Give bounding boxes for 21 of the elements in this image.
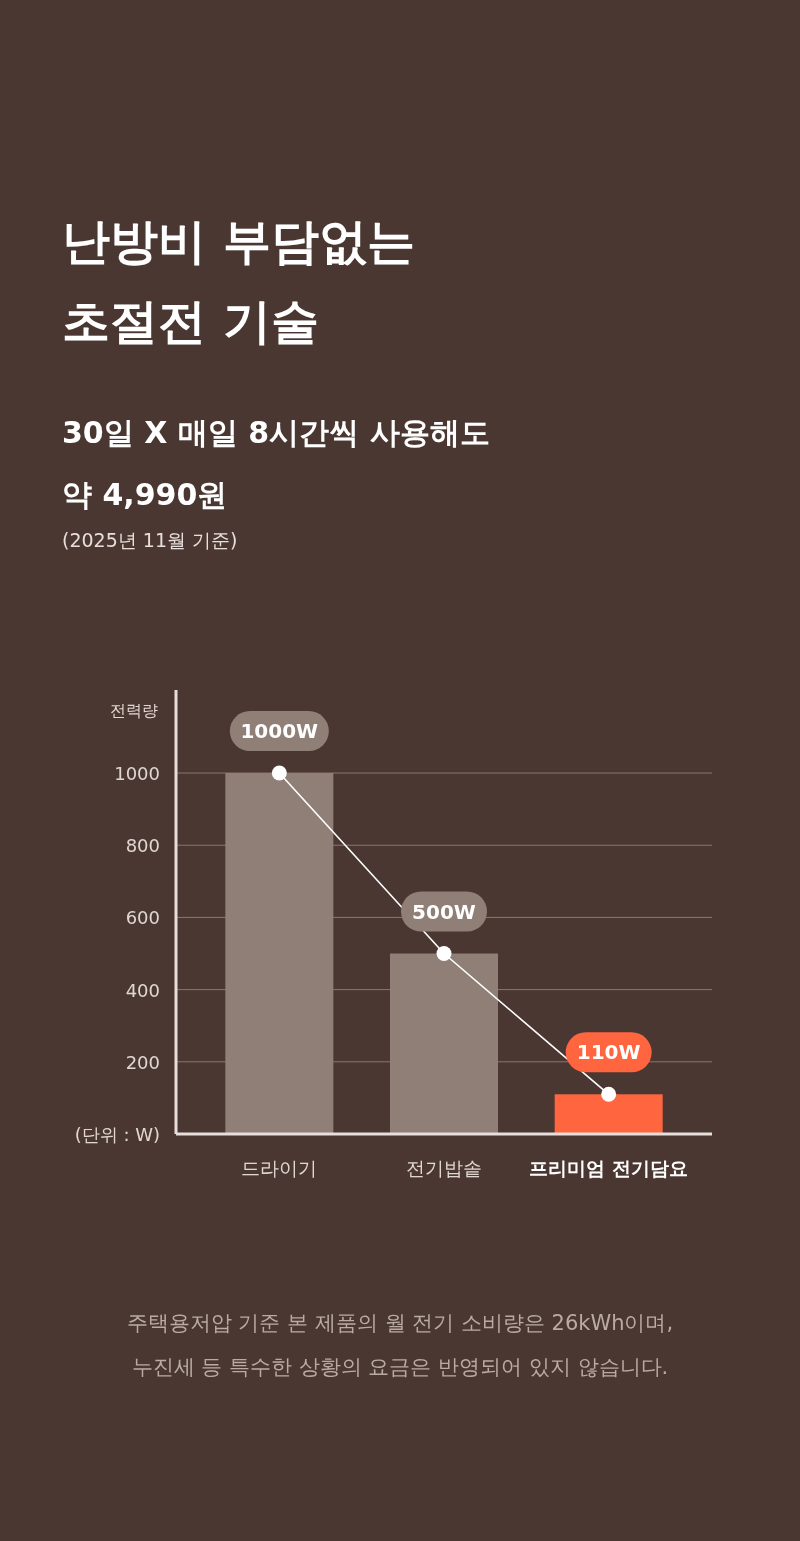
x-tick-label: 프리미엄 전기담요 [529, 1157, 688, 1179]
y-tick-label: 200 [125, 1051, 160, 1073]
y-tick-label: (단위 : W) [74, 1124, 160, 1145]
x-tick-label: 드라이기 [241, 1157, 318, 1179]
text: 주택용저압 기준 본 제품의 월 전기 소비량은 26kWh이며, 누진세 등 특수한 상황의 요금은 반영되어 있지 않습니다. [126, 1311, 674, 1379]
point [436, 946, 452, 962]
x-tick-label: 전기밥솥 [406, 1157, 482, 1179]
chart-title: 난방비 부담없는 초절전 기술 [62, 213, 415, 349]
point [601, 1086, 617, 1102]
data-label: 500W [412, 899, 476, 924]
data-label: 110W [576, 1040, 641, 1065]
chart-subtitle: 30일 X 매일 8시간씩 사용해도 약 4,990원 [62, 415, 490, 512]
y-tick-label: 400 [125, 979, 160, 1001]
y-axis-title: 전력량 [110, 701, 158, 720]
y-tick-label: 1000 [114, 763, 160, 785]
point [271, 765, 287, 781]
y-tick-label: 800 [125, 835, 160, 857]
bar [554, 1094, 663, 1134]
data-label: 1000W [240, 719, 319, 744]
text: (2025년 11월 기준) [62, 529, 238, 551]
y-tick-label: 600 [125, 907, 160, 929]
